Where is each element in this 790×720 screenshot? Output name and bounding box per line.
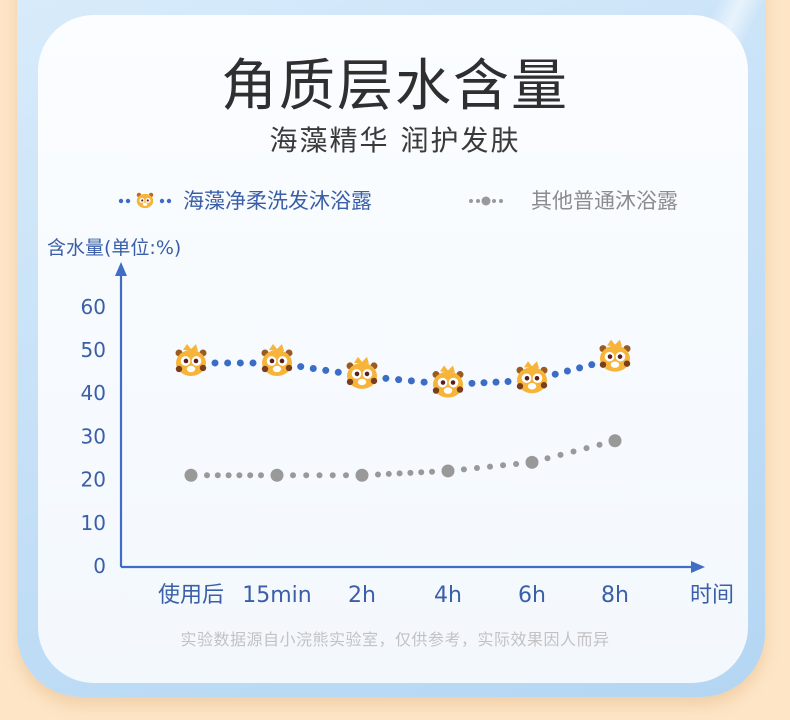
data-point-secondary	[441, 464, 455, 478]
legend-label-primary: 海藻净柔洗发沐浴露	[183, 189, 372, 213]
y-tick-label: 50	[81, 338, 106, 362]
x-tick-label: 2h	[348, 583, 376, 608]
y-tick-labels: 0 10 20 30 40 50 60	[81, 295, 106, 578]
x-tick-label: 使用后	[158, 583, 224, 608]
raccoon-icon	[432, 365, 464, 398]
y-tick-label: 30	[81, 424, 106, 448]
x-tick-label: 15min	[242, 583, 311, 608]
data-point-secondary	[184, 468, 198, 482]
y-tick-label: 0	[93, 554, 106, 578]
raccoon-icon	[346, 356, 378, 389]
raccoon-icon	[516, 361, 548, 394]
series-other-body-wash	[184, 434, 622, 482]
legend-item-primary: 海藻净柔洗发沐浴露	[117, 186, 372, 216]
chart-axes	[115, 262, 705, 573]
x-axis-title: 时间	[690, 583, 734, 608]
x-tick-label: 4h	[434, 583, 462, 608]
legend-label-secondary: 其他普通沐浴露	[531, 189, 678, 213]
x-tick-label: 6h	[518, 583, 546, 608]
y-tick-label: 40	[81, 381, 106, 405]
legend-raccoon-marker-icon	[118, 192, 172, 209]
legend-item-secondary: 其他普通沐浴露	[465, 186, 678, 216]
footnote-disclaimer: 实验数据源自小浣熊实验室，仅供参考，实际效果因人而异	[180, 630, 610, 649]
data-point-secondary	[355, 468, 369, 482]
x-tick-label: 8h	[601, 583, 629, 608]
data-point-secondary	[525, 455, 539, 469]
chart-subtitle: 海藻精华 润护发肤	[269, 124, 521, 157]
data-point-secondary	[608, 434, 622, 448]
y-axis-title: 含水量(单位:%)	[47, 237, 182, 259]
y-axis-arrow-icon	[115, 262, 127, 276]
raccoon-icon	[261, 343, 293, 376]
y-tick-label: 20	[81, 468, 106, 492]
raccoon-icon	[175, 343, 207, 376]
x-axis-arrow-icon	[691, 561, 705, 573]
data-point-secondary	[270, 468, 284, 482]
y-tick-label: 10	[81, 511, 106, 535]
chart-title: 角质层水含量	[221, 54, 569, 119]
series-seaweed-body-wash	[175, 339, 631, 398]
legend-gray-dot-marker-icon	[469, 196, 503, 206]
y-tick-label: 60	[81, 295, 106, 319]
x-tick-labels: 使用后 15min 2h 4h 6h 8h 时间	[158, 583, 734, 608]
raccoon-icon	[599, 339, 631, 372]
